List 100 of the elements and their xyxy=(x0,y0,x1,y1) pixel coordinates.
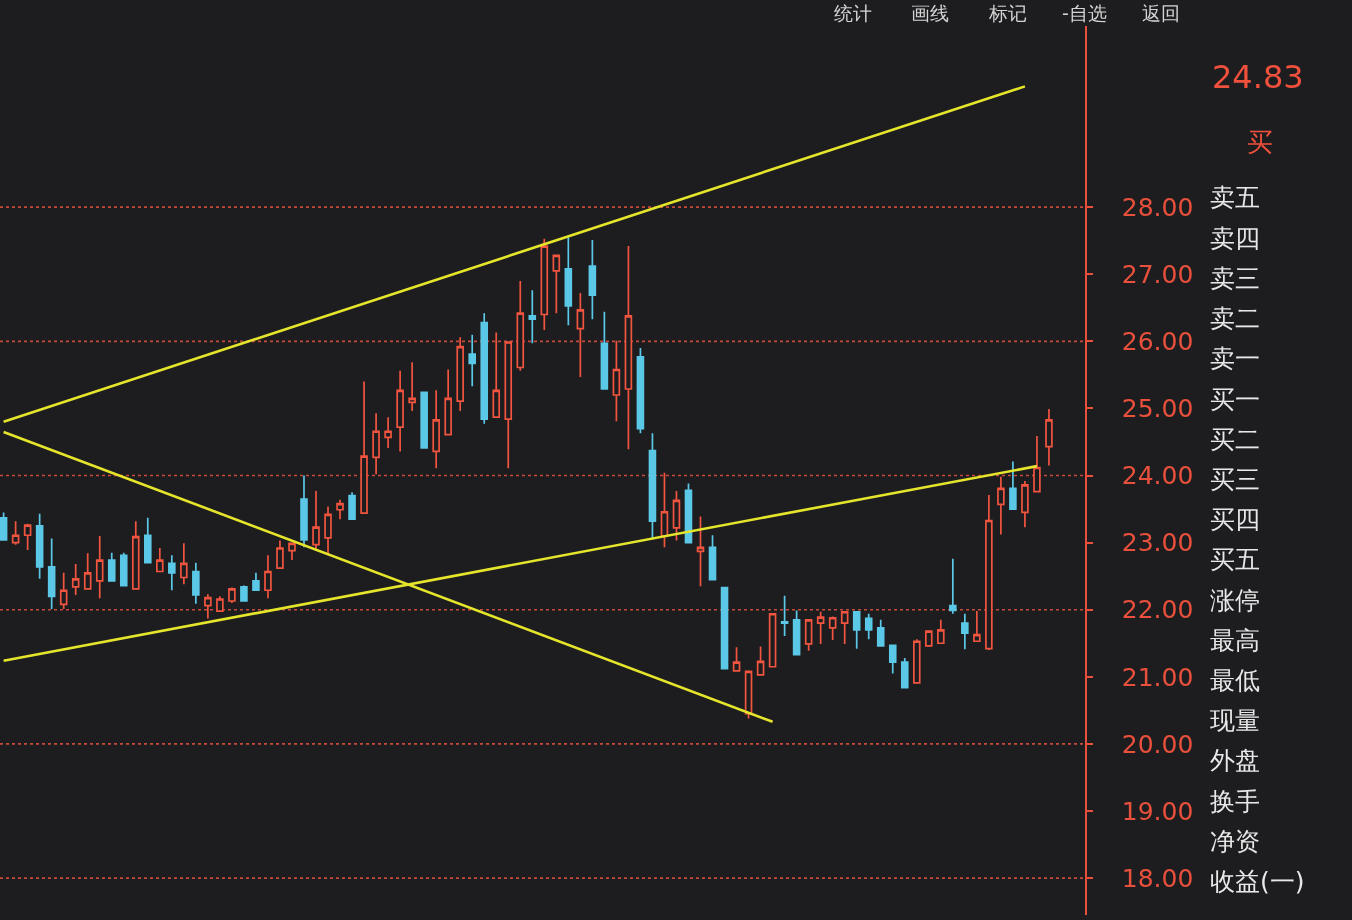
candlestick xyxy=(708,534,717,581)
text: 最低 xyxy=(1210,666,1260,695)
candlestick xyxy=(564,236,573,327)
candlestick xyxy=(408,361,416,412)
candlestick xyxy=(1009,460,1017,510)
y-tick-label: 20.00 xyxy=(1121,729,1194,759)
candlestick xyxy=(131,520,140,590)
candlestick xyxy=(156,547,164,573)
candlestick xyxy=(804,618,813,652)
candlestick xyxy=(71,563,80,596)
candlestick xyxy=(228,586,236,604)
candlestick xyxy=(23,522,32,551)
y-tick-label: 21.00 xyxy=(1121,662,1194,692)
candlestick xyxy=(576,292,585,378)
candlestick xyxy=(300,474,308,549)
candlestick xyxy=(107,551,116,582)
candlestick xyxy=(168,554,176,592)
text: 买一 xyxy=(1210,385,1260,414)
candlestick xyxy=(95,535,104,600)
candlestick xyxy=(444,368,452,436)
candlestick xyxy=(792,609,801,656)
candlestick xyxy=(949,557,957,615)
text: 最高 xyxy=(1210,626,1260,655)
candlestick xyxy=(240,584,248,602)
candlestick xyxy=(288,541,296,561)
y-tick-label: 22.00 xyxy=(1121,595,1194,625)
text: 净资 xyxy=(1210,827,1260,856)
candlestick xyxy=(11,520,20,546)
y-tick-label: 26.00 xyxy=(1121,327,1194,357)
text: 标记 xyxy=(988,2,1027,24)
candlestick xyxy=(276,539,284,570)
candlestick xyxy=(1045,408,1053,467)
candlestick xyxy=(432,389,440,469)
text: 外盘 xyxy=(1210,746,1260,775)
candlestick xyxy=(1033,435,1041,493)
candlestick xyxy=(35,512,44,580)
candlestick xyxy=(180,542,188,586)
text: 卖二 xyxy=(1210,304,1260,333)
y-tick-label: 24.00 xyxy=(1121,461,1194,491)
candlestick xyxy=(828,615,837,641)
text: 买 xyxy=(1247,127,1273,157)
y-tick-label: 23.00 xyxy=(1121,528,1194,558)
candlestick xyxy=(528,289,537,345)
candlestick xyxy=(840,610,849,645)
candlestick xyxy=(47,537,56,610)
candlestick xyxy=(504,341,513,469)
y-tick-label: 28.00 xyxy=(1121,192,1194,222)
text: 买四 xyxy=(1210,505,1260,534)
text: 统计 xyxy=(834,2,872,24)
candlestick xyxy=(492,331,501,419)
candlestick xyxy=(516,280,525,372)
candlestick xyxy=(420,390,428,449)
candlestick xyxy=(672,490,681,542)
text: 买五 xyxy=(1210,545,1260,574)
candlestick xyxy=(973,610,981,643)
candlestick xyxy=(732,646,741,672)
candlestick xyxy=(384,416,392,449)
candlestick xyxy=(348,491,356,520)
y-tick-label: 18.00 xyxy=(1121,863,1194,893)
candlestick xyxy=(985,494,993,651)
candlestick xyxy=(144,516,152,565)
text: 买三 xyxy=(1210,465,1260,494)
text: 卖五 xyxy=(1210,183,1260,212)
candlestick xyxy=(624,245,633,451)
candlestick xyxy=(912,638,921,684)
candlestick xyxy=(925,629,933,647)
y-tick-label: 19.00 xyxy=(1121,796,1194,826)
text: 卖四 xyxy=(1210,224,1260,253)
candlestick xyxy=(888,644,897,675)
text: 卖三 xyxy=(1210,264,1260,293)
candlestick xyxy=(456,336,464,412)
text: 收益(一) xyxy=(1210,867,1305,896)
candlestick xyxy=(540,237,549,331)
text: -自选 xyxy=(1062,2,1107,24)
candlestick xyxy=(780,594,789,637)
candlestick xyxy=(816,610,825,645)
candlestick xyxy=(312,490,320,551)
text: 现量 xyxy=(1210,706,1260,735)
candlestick xyxy=(961,612,969,651)
candlestick xyxy=(396,370,404,453)
candlestick xyxy=(696,515,705,588)
candlestick xyxy=(336,498,344,520)
candlestick xyxy=(876,618,885,647)
candlestick xyxy=(360,380,368,514)
candlestick xyxy=(252,571,260,592)
candlestick xyxy=(59,571,68,610)
candlestick xyxy=(480,312,489,425)
candlestick xyxy=(864,612,873,641)
text: 换手 xyxy=(1210,787,1260,816)
candlestick xyxy=(600,310,609,390)
candlestick xyxy=(192,561,200,605)
candlestick xyxy=(372,412,380,476)
candlestick xyxy=(83,552,92,590)
text: 卖一 xyxy=(1210,344,1260,373)
candlestick xyxy=(204,593,212,620)
y-tick-label: 27.00 xyxy=(1121,260,1194,289)
text: 24.83 xyxy=(1212,58,1304,96)
text: 画线 xyxy=(911,2,949,24)
candlestick xyxy=(588,239,597,321)
candlestick xyxy=(720,586,729,670)
